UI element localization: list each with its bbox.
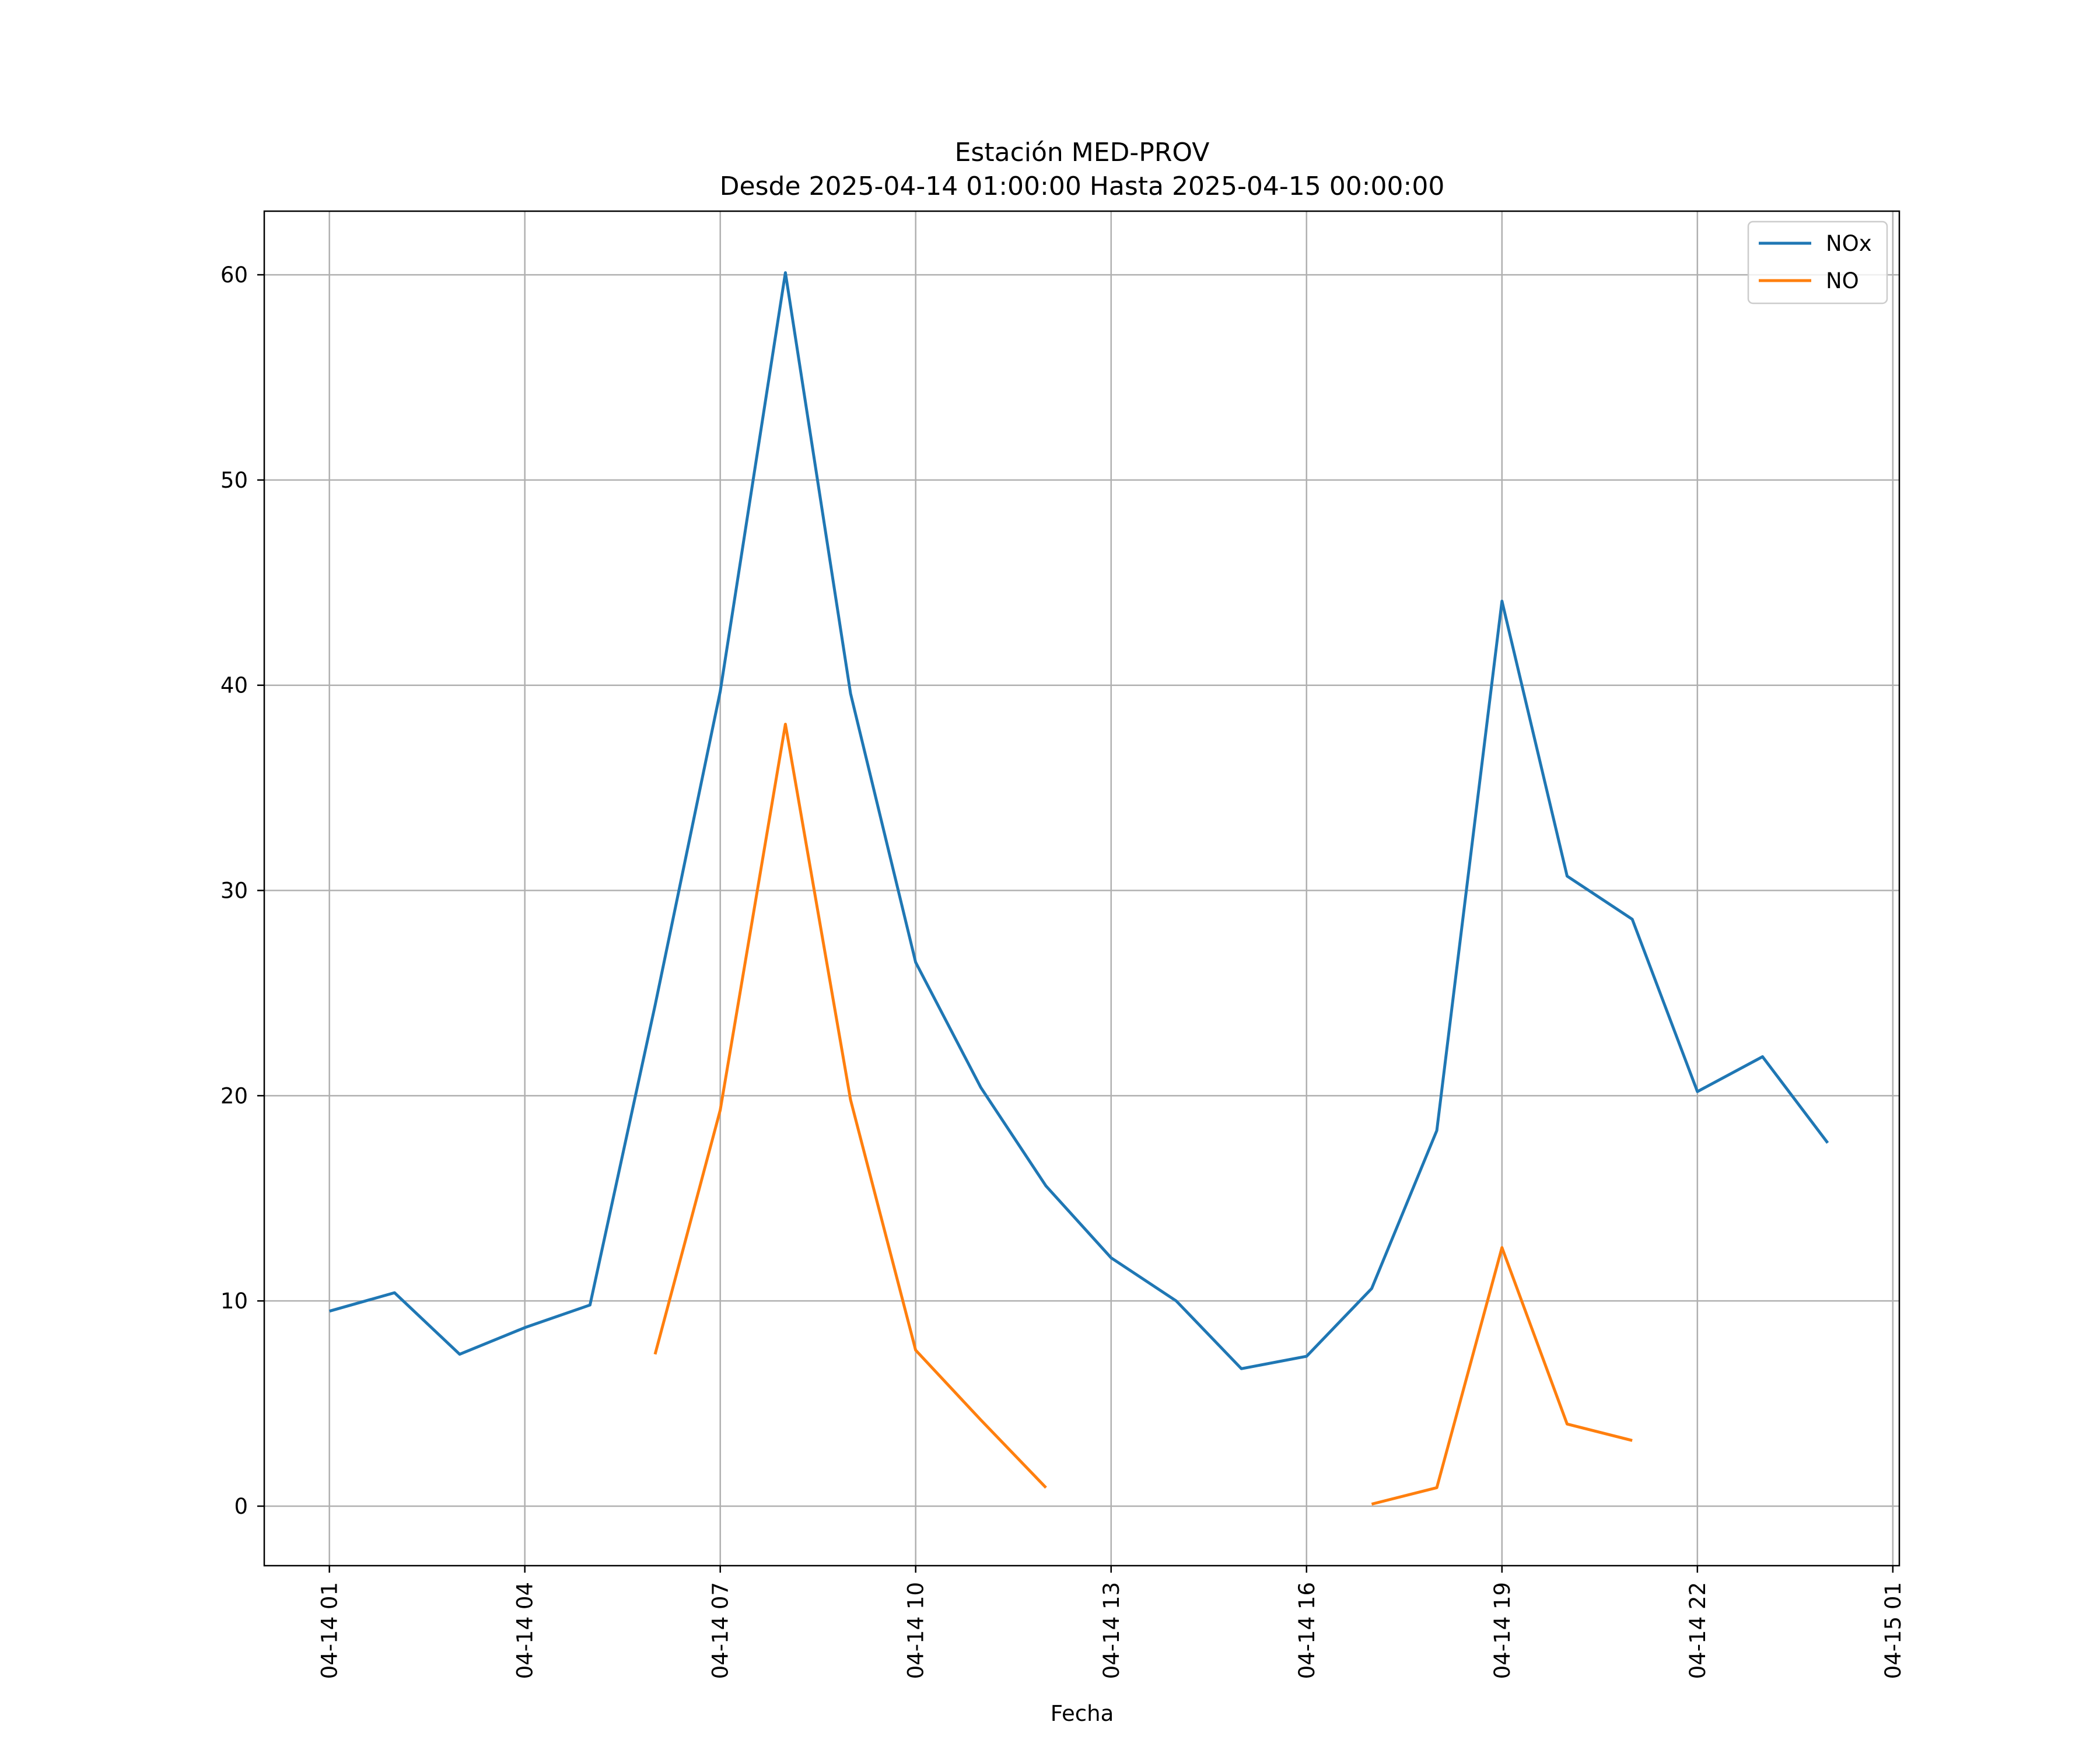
y-tick-label: 60 (220, 262, 248, 288)
series-line-no (653, 723, 1047, 1489)
legend: NOx NO (1747, 220, 1888, 304)
grid (264, 211, 1899, 1566)
y-tick-label: 10 (220, 1289, 248, 1314)
x-tick-label: 04-14 19 (1490, 1582, 1515, 1679)
x-tick-label: 04-14 22 (1685, 1582, 1710, 1679)
y-tick-label: 0 (234, 1494, 248, 1519)
x-tick-label: 04-14 01 (317, 1582, 342, 1679)
y-tick-label: 40 (220, 673, 248, 698)
series-line-nox (329, 271, 1829, 1370)
x-tick-label: 04-14 10 (904, 1582, 929, 1679)
x-axis: 04-14 01 04-14 04 04-14 07 04-14 10 04-14 13… (317, 1566, 1906, 1679)
y-tick-label: 20 (220, 1083, 248, 1108)
legend-label-no: NO (1826, 268, 1859, 293)
x-tick-label: 04-14 04 (513, 1582, 538, 1679)
chart-title: Estación MED-PROV (955, 138, 1210, 167)
x-tick-label: 04-15 01 (1881, 1582, 1906, 1679)
y-axis: 0 10 20 30 40 50 60 (220, 262, 264, 1519)
chart-subtitle: Desde 2025-04-14 01:00:00 Hasta 2025-04-… (720, 172, 1445, 201)
y-tick-label: 30 (220, 878, 248, 904)
y-tick-label: 50 (220, 468, 248, 493)
x-tick-label: 04-14 13 (1099, 1582, 1124, 1679)
x-axis-label: Fecha (1051, 1701, 1114, 1726)
axes-frame (263, 210, 1901, 1567)
x-tick-label: 04-14 16 (1294, 1582, 1320, 1679)
series-line-no (1371, 1246, 1633, 1506)
legend-label-nox: NOx (1826, 231, 1872, 256)
series-lines (329, 271, 1829, 1506)
x-tick-label: 04-14 07 (708, 1582, 733, 1679)
plot-area: 04-14 01 04-14 04 04-14 07 04-14 10 04-14 13… (220, 210, 1906, 1679)
